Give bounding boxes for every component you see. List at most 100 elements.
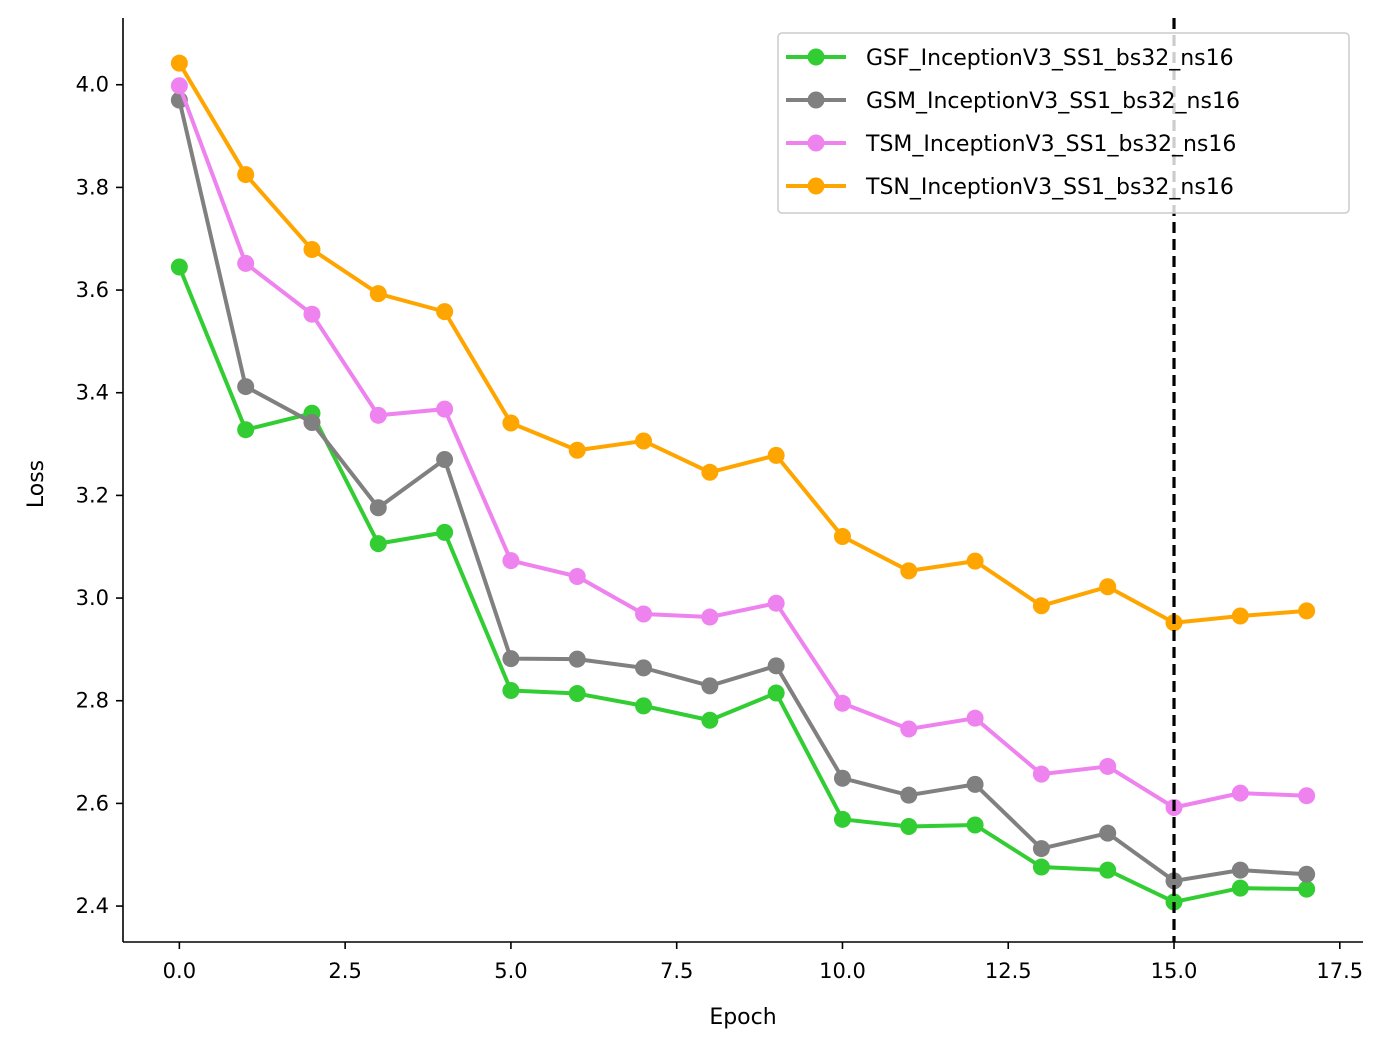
data-point [635, 605, 653, 623]
data-point [170, 258, 188, 276]
x-tick-label: 12.5 [985, 959, 1032, 983]
data-point [1099, 861, 1117, 879]
data-point [833, 694, 851, 712]
legend: GSF_InceptionV3_SS1_bs32_ns16 GSM_Incepti… [777, 32, 1350, 214]
data-point [568, 568, 586, 586]
legend-swatch-marker [807, 91, 825, 109]
data-point [1032, 840, 1050, 858]
x-tick-label: 10.0 [819, 959, 866, 983]
legend-label: TSN_InceptionV3_SS1_bs32_ns16 [865, 175, 1234, 200]
data-point [237, 166, 255, 184]
y-tick-label: 4.0 [76, 73, 109, 97]
y-tick-label: 2.4 [76, 894, 109, 918]
y-tick-label: 3.6 [76, 278, 109, 302]
x-axis-label: Epoch [709, 1005, 776, 1030]
data-point [701, 608, 719, 626]
data-point [767, 657, 785, 675]
series-1 [170, 258, 1316, 911]
series-line [177, 266, 1307, 904]
legend-swatch-marker [807, 134, 825, 152]
data-point [767, 684, 785, 702]
data-point [237, 421, 255, 439]
data-point [1231, 861, 1249, 879]
data-point [1165, 872, 1183, 890]
data-point [1298, 602, 1316, 620]
data-point [1032, 597, 1050, 615]
data-point [900, 720, 918, 738]
data-point [900, 818, 918, 835]
data-point [833, 769, 851, 787]
data-point [635, 432, 653, 450]
data-point [966, 552, 984, 570]
data-point [369, 285, 387, 303]
x-tick-label: 0.0 [163, 959, 196, 983]
x-tick-label: 2.5 [328, 959, 361, 983]
legend-swatch-marker [807, 48, 825, 66]
data-point [1099, 824, 1117, 842]
data-point [502, 650, 520, 668]
y-tick-label: 3.0 [76, 586, 109, 610]
data-point [1231, 784, 1249, 802]
y-tick-label: 3.8 [76, 175, 109, 199]
data-point [1231, 879, 1249, 897]
series-2 [170, 91, 1316, 890]
data-point [436, 523, 454, 541]
plot-area [170, 18, 1316, 942]
series-3 [170, 77, 1316, 817]
data-point [303, 414, 321, 432]
data-point [1231, 607, 1249, 625]
data-point [701, 677, 719, 695]
data-point [502, 414, 520, 432]
legend-item: GSF_InceptionV3_SS1_bs32_ns16 [786, 46, 1234, 71]
data-point [170, 54, 188, 72]
data-point [170, 77, 188, 95]
axes [122, 18, 1363, 943]
x-tick-label: 5.0 [494, 959, 527, 983]
data-point [1032, 858, 1050, 876]
y-tick-label: 2.8 [76, 689, 109, 713]
legend-item: TSN_InceptionV3_SS1_bs32_ns16 [786, 175, 1234, 200]
data-point [1298, 880, 1316, 898]
x-tick-label: 7.5 [660, 959, 693, 983]
x-tick-label: 15.0 [1151, 959, 1198, 983]
data-point [237, 254, 255, 272]
data-point [436, 450, 454, 468]
x-ticks: 0.0 2.5 5.0 7.5 10.0 12.5 15.0 17.5 [163, 942, 1363, 983]
data-point [1032, 765, 1050, 783]
data-point [502, 552, 520, 570]
data-point [1165, 893, 1183, 911]
data-point [635, 697, 653, 715]
data-point [568, 650, 586, 668]
data-point [1298, 787, 1316, 805]
y-tick-label: 2.6 [76, 791, 109, 815]
data-point [1099, 578, 1117, 596]
data-point [568, 685, 586, 703]
data-point [767, 594, 785, 612]
legend-box [777, 32, 1350, 214]
y-tick-label: 3.2 [76, 483, 109, 507]
legend-swatch-marker [807, 177, 825, 195]
data-point [436, 400, 454, 418]
y-tick-label: 3.4 [76, 381, 109, 405]
legend-label: GSM_InceptionV3_SS1_bs32_ns16 [866, 89, 1240, 114]
y-axis-label: Loss [24, 460, 49, 508]
data-point [966, 775, 984, 793]
series-line [177, 99, 1307, 883]
data-point [1298, 865, 1316, 883]
y-ticks: 2.4 2.6 2.8 3.0 3.2 3.4 3.6 3.8 4.0 [76, 73, 123, 918]
data-point [833, 810, 851, 828]
data-point [369, 499, 387, 517]
data-point [701, 463, 719, 481]
x-tick-label: 17.5 [1316, 959, 1363, 983]
legend-label: GSF_InceptionV3_SS1_bs32_ns16 [866, 46, 1234, 71]
data-point [701, 711, 719, 729]
data-point [369, 535, 387, 553]
data-point [767, 446, 785, 464]
legend-label: TSM_InceptionV3_SS1_bs32_ns16 [865, 132, 1236, 157]
data-point [635, 659, 653, 677]
data-point [237, 378, 255, 396]
series-line [177, 62, 1307, 625]
series-line [177, 85, 1307, 810]
data-point [833, 527, 851, 545]
